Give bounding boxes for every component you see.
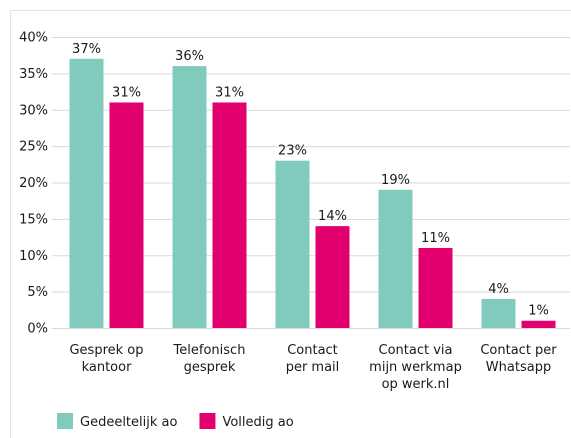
x-tick-label: Contact via mijn werkmap op werk.nl (369, 343, 462, 392)
data-label: 14% (318, 209, 347, 224)
legend-label: Volledig ao (222, 415, 293, 430)
y-tick-label: 15% (19, 212, 48, 227)
data-label: 1% (528, 304, 549, 319)
bar (212, 102, 247, 328)
bar (69, 58, 104, 328)
chart-frame (10, 10, 571, 438)
data-label: 36% (175, 49, 204, 64)
bar (172, 66, 207, 328)
bar (418, 247, 453, 328)
data-label: 19% (381, 173, 410, 188)
y-tick-label: 20% (19, 176, 48, 191)
legend-label: Gedeeltelijk ao (80, 415, 177, 430)
bar (378, 189, 413, 328)
legend-swatch (199, 413, 216, 429)
legend-swatch (57, 413, 73, 429)
x-tick-label: Contact per Whatsapp (480, 343, 557, 375)
y-tick-label: 5% (27, 285, 48, 300)
data-label: 31% (215, 85, 244, 100)
y-tick-label: 30% (19, 103, 48, 118)
data-label: 11% (421, 231, 450, 246)
x-tick-label: Contact per mail (286, 343, 340, 375)
bar (315, 226, 350, 328)
bar (481, 298, 516, 328)
y-tick-label: 25% (19, 140, 48, 155)
x-tick-label: Telefonisch gesprek (173, 343, 246, 375)
data-label: 31% (112, 85, 141, 100)
bar (521, 320, 556, 328)
bar (109, 102, 144, 328)
data-label: 23% (278, 144, 307, 159)
y-tick-label: 40% (19, 31, 48, 46)
x-tick-label: Gesprek op kantoor (69, 343, 143, 375)
y-tick-label: 10% (19, 249, 48, 264)
bar (275, 160, 310, 328)
y-tick-label: 35% (19, 67, 48, 82)
data-label: 37% (72, 42, 101, 57)
y-tick-label: 0% (27, 322, 48, 337)
data-label: 4% (488, 282, 509, 297)
